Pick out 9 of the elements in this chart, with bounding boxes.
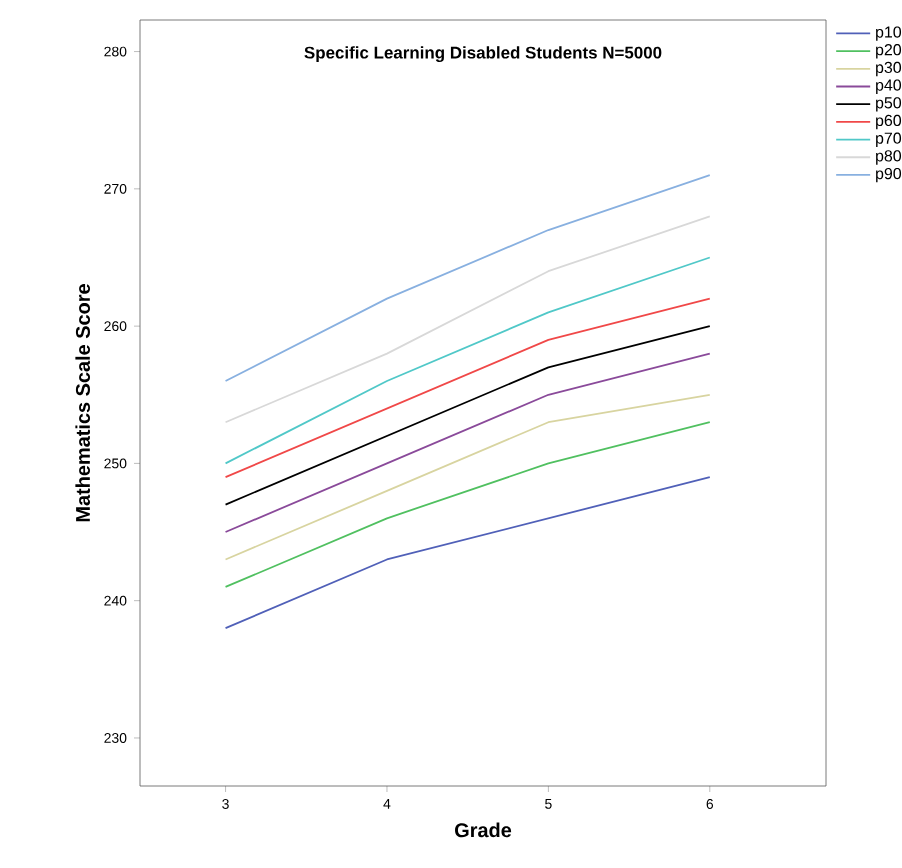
text: Specific Learning Disabled Students N=5000 bbox=[304, 46, 662, 63]
line-series bbox=[224, 421, 711, 588]
line-series bbox=[224, 352, 711, 533]
x-axis-title: Grade bbox=[455, 822, 512, 838]
y-axis-title: Mathematics Scale Score bbox=[75, 284, 90, 522]
line-series bbox=[224, 393, 711, 561]
line-series bbox=[224, 256, 711, 465]
line-series bbox=[224, 174, 711, 382]
line-series bbox=[224, 215, 711, 424]
